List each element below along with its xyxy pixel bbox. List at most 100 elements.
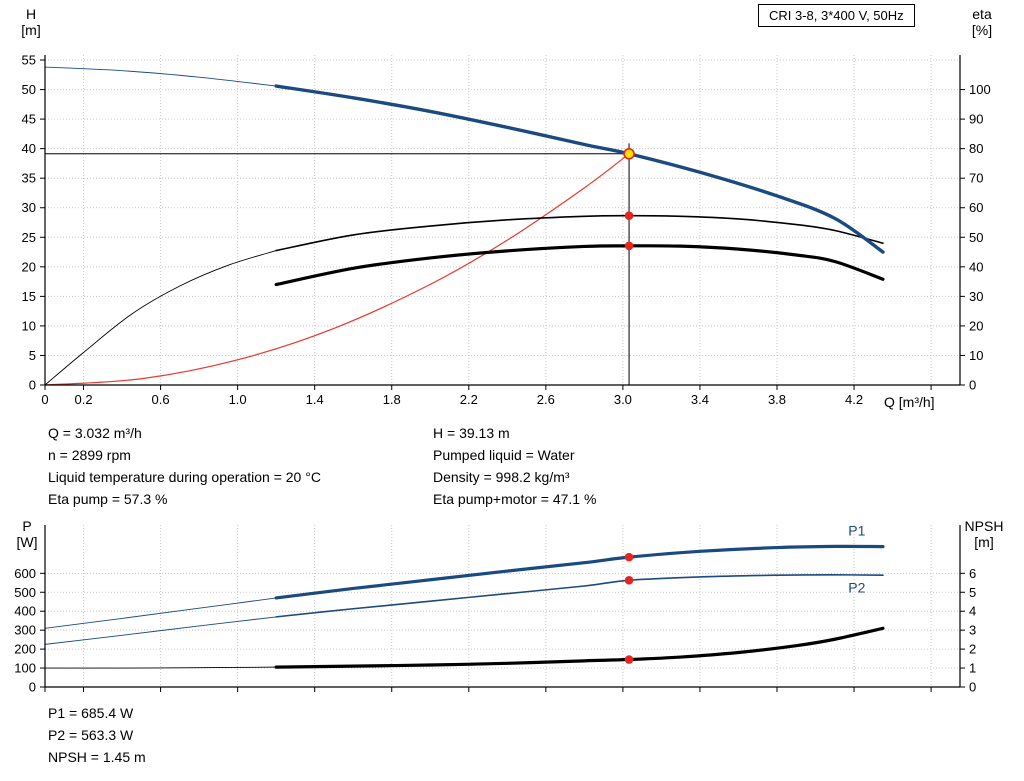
npsh-axis-symbol: NPSH (964, 518, 1004, 534)
svg-text:1.4: 1.4 (306, 392, 324, 407)
duty-info-right: H = 39.13 m Pumped liquid = Water Densit… (433, 422, 596, 510)
svg-text:5: 5 (29, 348, 36, 363)
svg-text:10: 10 (22, 318, 36, 333)
svg-text:10: 10 (969, 348, 983, 363)
qh-chart: 0 5 10 15 20 25 30 35 40 45 50 55 0 10 20 30 40 50 60 70 80 9… (22, 53, 991, 407)
svg-text:3: 3 (969, 623, 976, 638)
svg-text:20: 20 (969, 318, 983, 333)
svg-text:0: 0 (41, 392, 48, 407)
svg-text:15: 15 (22, 289, 36, 304)
speed-readout: n = 2899 rpm (48, 447, 131, 463)
svg-text:0: 0 (969, 680, 976, 695)
duty-marker (624, 552, 634, 562)
p2-curve: P2 (44, 574, 884, 645)
eta-axis-symbol: eta (972, 6, 992, 22)
svg-text:6: 6 (969, 566, 976, 581)
power-info: P1 = 685.4 W P2 = 563.3 W NPSH = 1.45 m (48, 702, 146, 768)
svg-text:40: 40 (969, 259, 983, 274)
pumped-liquid-readout: Pumped liquid = Water (433, 447, 575, 463)
operating-point[interactable] (623, 147, 635, 160)
svg-text:2: 2 (969, 642, 976, 657)
duty-point-crosshair (45, 143, 630, 385)
eta-pump-curve (44, 214, 884, 386)
svg-text:600: 600 (14, 566, 36, 581)
npsh-curve (44, 626, 885, 669)
liquid-temperature-readout: Liquid temperature during operation = 20… (48, 469, 321, 485)
svg-text:80: 80 (969, 141, 983, 156)
duty-marker (624, 575, 634, 585)
p2-readout: P2 = 563.3 W (48, 727, 134, 743)
eta-pump-readout: Eta pump = 57.3 % (48, 491, 168, 507)
svg-text:1.0: 1.0 (229, 392, 247, 407)
power-axis-symbol: P (22, 518, 32, 534)
svg-text:5: 5 (969, 585, 976, 600)
svg-text:200: 200 (14, 642, 36, 657)
eta-pump-motor-curve (274, 244, 885, 287)
svg-text:400: 400 (14, 604, 36, 619)
head-axis-unit: [m] (21, 22, 41, 38)
flow-readout: Q = 3.032 m³/h (48, 425, 142, 441)
axes (44, 525, 961, 688)
svg-text:50: 50 (22, 82, 36, 97)
svg-text:300: 300 (14, 623, 36, 638)
p1-curve: P1 (44, 522, 885, 629)
svg-text:30: 30 (969, 289, 983, 304)
svg-text:100: 100 (969, 82, 991, 97)
svg-text:500: 500 (14, 585, 36, 600)
pump-title-box: CRI 3-8, 3*400 V, 50Hz (758, 4, 915, 27)
svg-text:40: 40 (22, 141, 36, 156)
grid (45, 525, 960, 687)
tick-labels: 0 100 200 300 400 500 600 0 1 2 3 4 5 6 (14, 566, 976, 695)
duty-info-left: Q = 3.032 m³/h n = 2899 rpm Liquid tempe… (48, 422, 321, 510)
head-axis-symbol: H (25, 6, 37, 22)
tick-labels: 0 5 10 15 20 25 30 35 40 45 50 55 0 10 20 30 40 50 60 70 80 9… (22, 53, 991, 407)
p1-readout: P1 = 685.4 W (48, 705, 134, 721)
power-axis-title: P [W] (8, 518, 46, 550)
eta-axis-unit: [%] (971, 22, 993, 38)
svg-text:30: 30 (22, 200, 36, 215)
svg-text:55: 55 (22, 53, 36, 68)
svg-text:1.8: 1.8 (383, 392, 401, 407)
head-axis-title: H [m] (12, 6, 50, 38)
npsh-axis-unit: [m] (974, 534, 994, 550)
svg-text:100: 100 (14, 661, 36, 676)
svg-text:45: 45 (22, 112, 36, 127)
axes (44, 55, 961, 386)
duty-marker (624, 655, 634, 664)
head-readout: H = 39.13 m (433, 425, 510, 441)
svg-text:0: 0 (29, 680, 36, 695)
power-npsh-chart: P1 P2 0 100 200 300 400 500 600 0 1 2 3 4 5 6 (14, 522, 976, 695)
eta-pump-motor-readout: Eta pump+motor = 47.1 % (433, 491, 597, 507)
svg-text:0: 0 (29, 378, 36, 393)
svg-text:70: 70 (969, 171, 983, 186)
svg-text:0.2: 0.2 (74, 392, 92, 407)
p1-curve-label: P1 (848, 522, 865, 538)
flow-axis-title: Q [m³/h] (884, 394, 935, 410)
svg-text:25: 25 (22, 230, 36, 245)
npsh-readout: NPSH = 1.45 m (48, 749, 146, 765)
power-axis-unit: [W] (16, 534, 38, 550)
qh-curve-curve (44, 66, 885, 254)
svg-text:2.6: 2.6 (537, 392, 555, 407)
svg-text:90: 90 (969, 112, 983, 127)
density-readout: Density = 998.2 kg/m³ (433, 469, 570, 485)
duty-marker (624, 241, 634, 251)
svg-text:60: 60 (969, 200, 983, 215)
svg-text:0.6: 0.6 (152, 392, 170, 407)
svg-text:0: 0 (969, 378, 976, 393)
svg-text:35: 35 (22, 171, 36, 186)
svg-text:1: 1 (969, 661, 976, 676)
svg-text:4.2: 4.2 (845, 392, 863, 407)
svg-text:20: 20 (22, 259, 36, 274)
svg-text:3.4: 3.4 (691, 392, 709, 407)
p2-curve-label: P2 (848, 579, 865, 595)
eta-axis-title: eta [%] (960, 6, 1004, 38)
pump-title: CRI 3-8, 3*400 V, 50Hz (769, 8, 904, 23)
svg-text:2.2: 2.2 (460, 392, 478, 407)
svg-text:50: 50 (969, 230, 983, 245)
svg-text:4: 4 (969, 604, 976, 619)
duty-marker (624, 211, 634, 221)
svg-text:3.8: 3.8 (768, 392, 786, 407)
system-curve-curve (44, 153, 630, 386)
